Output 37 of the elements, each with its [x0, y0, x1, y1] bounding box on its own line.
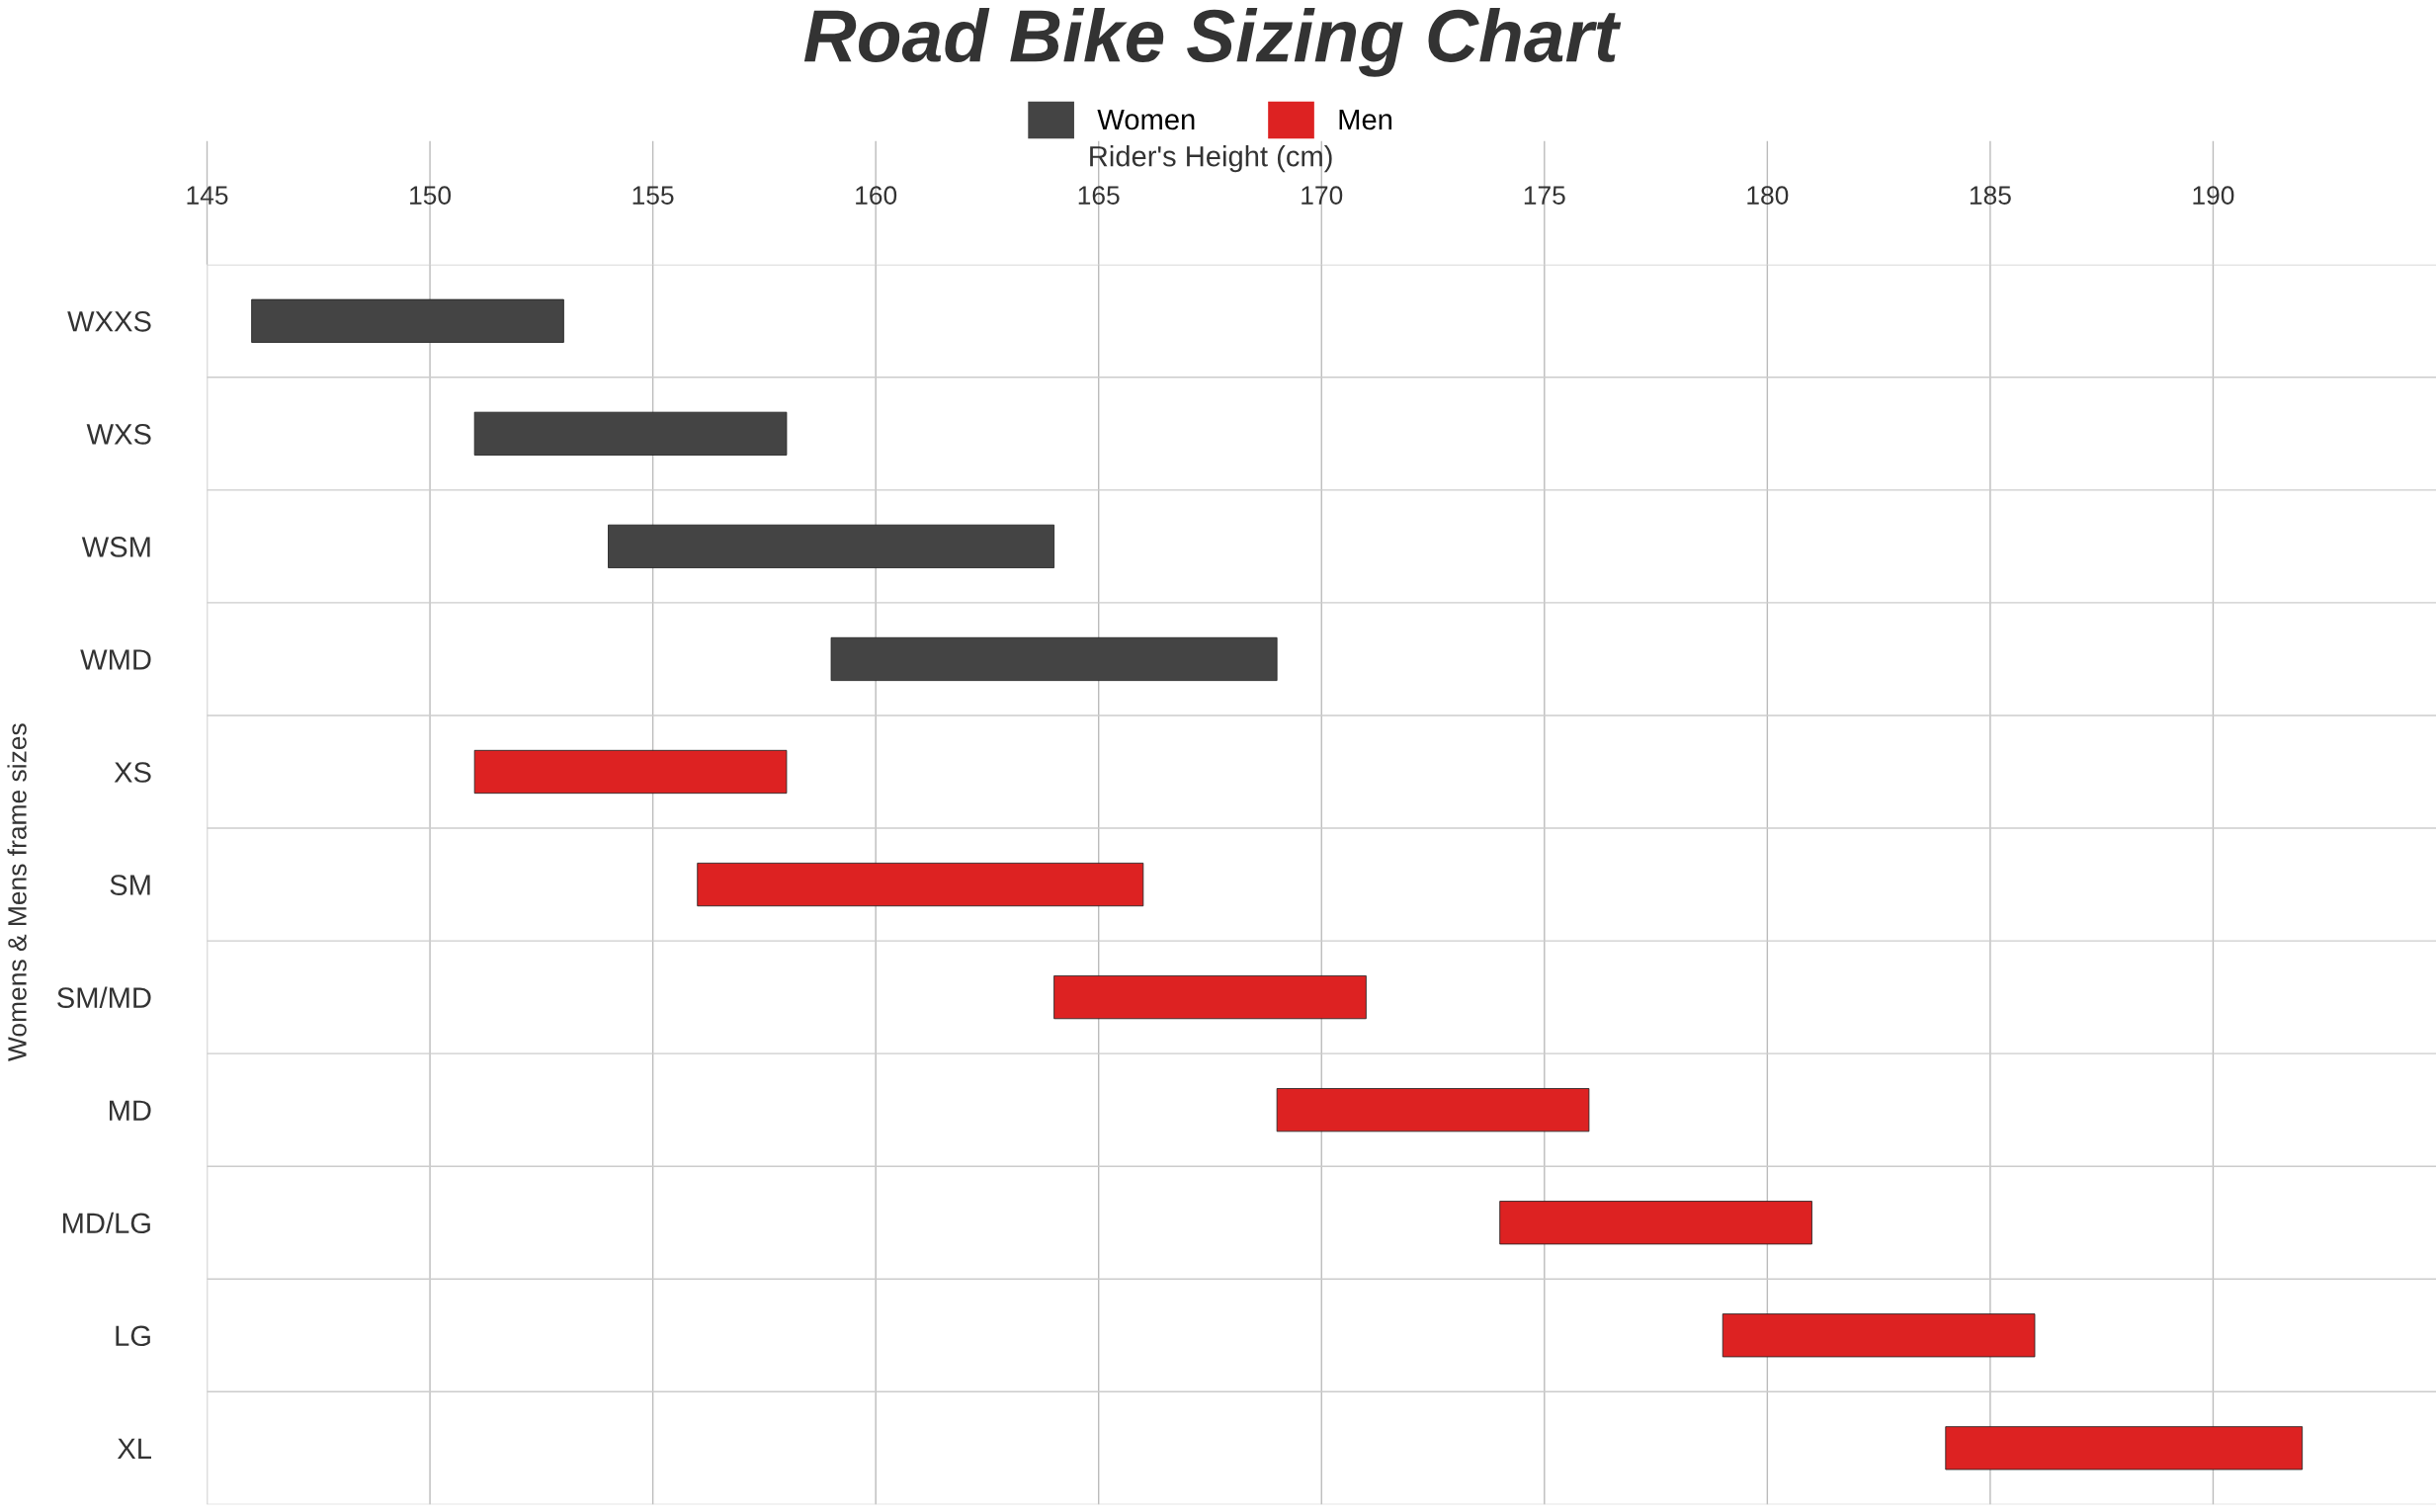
bar: [697, 862, 1144, 907]
y-tick-label: XS: [114, 762, 151, 783]
y-tick-label: WSM: [81, 537, 150, 557]
x-tick-label: 170: [1302, 186, 1343, 205]
y-tick-label: SM/MD: [57, 986, 151, 1008]
y-tick-label: LG: [116, 1325, 150, 1347]
y-tick-label: WXS: [86, 424, 151, 445]
y-tick-label: WMD: [80, 649, 151, 670]
bar: [608, 524, 1055, 568]
x-tick-label: 185: [1970, 186, 2011, 205]
legend-label: Women: [1097, 109, 1195, 130]
bar: [1276, 1088, 1590, 1133]
y-tick-label: XL: [117, 1438, 151, 1459]
y-tick-label: MD: [110, 1100, 151, 1121]
x-axis-title: Rider's Height (cm): [1090, 145, 1332, 173]
bar: [830, 636, 1278, 682]
x-tick-label: 155: [632, 186, 674, 205]
bar: [473, 749, 788, 795]
y-tick-label: MD/LG: [62, 1212, 150, 1234]
bar: [1945, 1426, 2304, 1470]
bar: [1499, 1201, 1812, 1245]
y-axis-title: Womens & Mens frame sizes: [7, 723, 27, 1061]
y-tick-label: WXXS: [67, 310, 151, 332]
x-tick-label: 145: [187, 186, 228, 205]
chart-title: Road Bike Sizing Chart: [803, 7, 1622, 77]
bar: [1722, 1313, 2036, 1358]
x-tick-label: 165: [1078, 186, 1120, 205]
bar: [251, 298, 564, 343]
x-tick-label: 175: [1524, 186, 1565, 205]
bar: [1053, 975, 1367, 1020]
x-tick-label: 180: [1747, 186, 1789, 205]
x-tick-label: 160: [856, 186, 897, 205]
y-tick-label: SM: [110, 875, 150, 895]
x-tick-label: 150: [410, 186, 452, 205]
bar: [473, 411, 788, 456]
x-tick-label: 190: [2193, 186, 2234, 205]
legend-label: Men: [1339, 109, 1392, 130]
